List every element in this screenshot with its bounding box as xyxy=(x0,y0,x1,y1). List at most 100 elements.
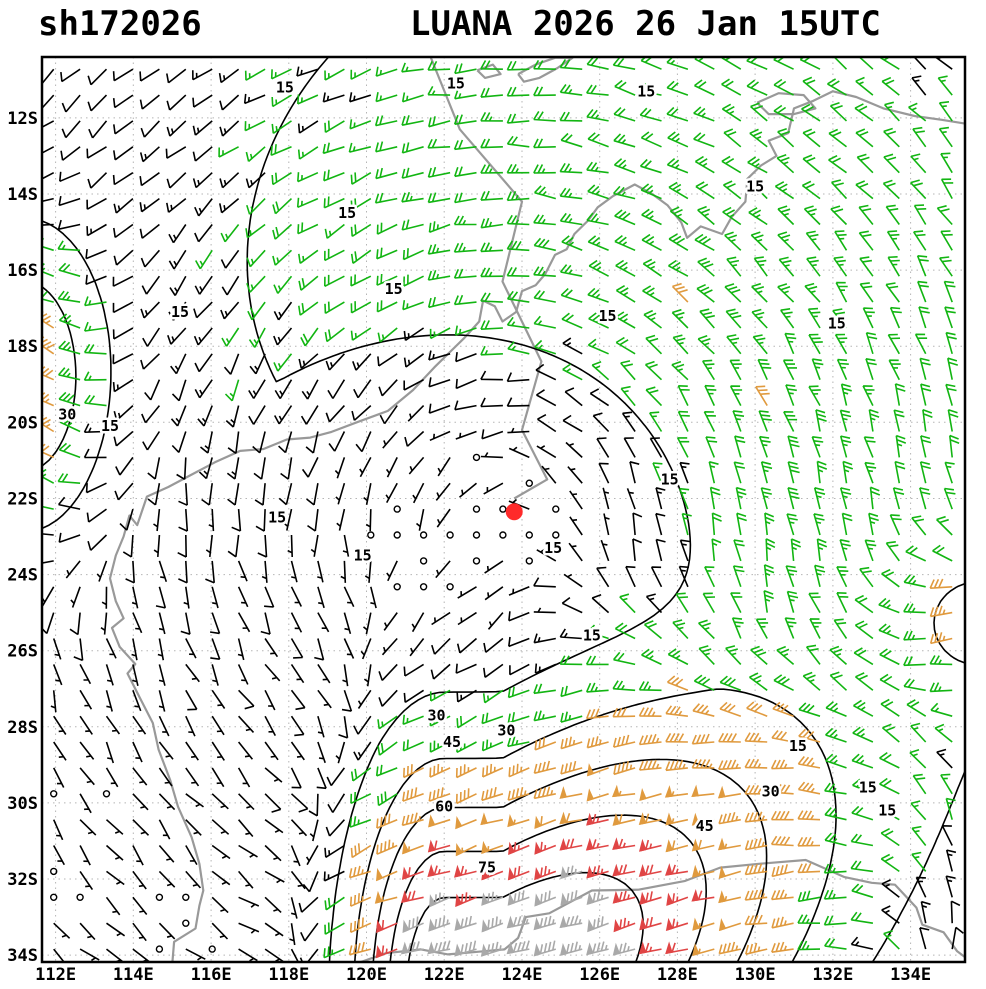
wind-barb xyxy=(431,637,451,655)
wind-barb xyxy=(70,586,81,608)
wind-barb xyxy=(506,190,530,202)
wind-barb xyxy=(139,68,160,82)
wind-barb xyxy=(763,564,775,587)
wind-barb xyxy=(140,301,160,319)
wind-barb xyxy=(533,315,556,329)
wind-barb xyxy=(895,434,907,458)
wind-barb xyxy=(614,234,636,252)
wind-barb xyxy=(113,249,134,266)
wind-barb xyxy=(778,256,795,277)
wind-barb xyxy=(883,930,900,950)
wind-barb-pennant xyxy=(480,812,488,826)
wind-barb xyxy=(480,345,503,356)
wind-barb-pennant xyxy=(481,892,489,906)
wind-barb xyxy=(219,197,240,214)
wind-barb xyxy=(353,741,372,761)
wind-barb xyxy=(589,388,610,407)
wind-barb xyxy=(603,513,610,536)
wind-barb xyxy=(883,127,900,148)
wind-barb xyxy=(508,763,530,778)
wind-barb xyxy=(375,167,398,180)
wind-barb xyxy=(480,452,503,459)
wind-barb xyxy=(508,611,530,622)
calm-circle xyxy=(155,945,164,953)
wind-barb xyxy=(804,282,821,303)
wind-barb xyxy=(226,457,240,480)
wind-barb xyxy=(833,618,848,639)
wind-barb xyxy=(88,120,108,139)
wind-barb xyxy=(678,565,689,588)
wind-barb xyxy=(264,715,277,736)
wind-barb xyxy=(370,586,377,609)
wind-barb-pennant xyxy=(692,917,700,931)
wind-barb xyxy=(703,411,716,432)
wind-barb xyxy=(194,198,213,217)
wind-barb xyxy=(639,83,662,96)
wind-barb xyxy=(455,892,477,907)
wind-barb xyxy=(885,282,900,303)
wind-barb-pennant xyxy=(612,812,621,826)
wind-barb xyxy=(403,353,425,368)
wind-barb xyxy=(52,638,62,660)
wind-barb xyxy=(323,870,345,882)
wind-barb xyxy=(58,262,81,277)
wind-barb xyxy=(786,590,799,613)
wind-barb xyxy=(824,937,847,950)
wind-barb xyxy=(412,482,425,504)
wind-barb xyxy=(122,534,134,558)
wind-barb xyxy=(868,512,879,536)
wind-barb xyxy=(910,179,927,200)
wind-barb xyxy=(829,671,848,691)
wind-barb xyxy=(638,759,662,771)
wind-barb xyxy=(185,767,200,787)
wind-barb xyxy=(770,810,794,821)
wind-barb xyxy=(85,249,107,260)
wind-barb xyxy=(829,102,848,122)
wind-barb xyxy=(484,560,504,574)
wind-barb-pennant xyxy=(612,837,620,850)
wind-barb xyxy=(480,190,503,201)
contour-label-15: 15 xyxy=(828,314,846,332)
wind-barb xyxy=(560,865,583,879)
wind-barb xyxy=(506,135,530,148)
wind-barb xyxy=(139,146,160,163)
wind-barb xyxy=(158,870,176,888)
x-tick-label: 132E xyxy=(812,965,853,985)
wind-barb xyxy=(253,457,266,480)
wind-barb xyxy=(638,681,662,692)
wind-barb xyxy=(147,483,161,506)
wind-barb xyxy=(42,171,55,180)
wind-barb xyxy=(797,914,821,924)
wind-barb xyxy=(615,285,636,303)
wind-barb xyxy=(271,94,292,108)
wind-barb xyxy=(401,167,424,179)
wind-barb xyxy=(456,689,477,703)
wind-barb xyxy=(709,486,721,510)
wind-barb xyxy=(533,214,556,226)
wind-barb xyxy=(106,922,126,937)
wind-barb xyxy=(777,127,795,148)
wind-barb xyxy=(911,825,927,846)
wind-barb xyxy=(185,948,206,961)
wind-barb xyxy=(431,611,451,626)
calm-circle xyxy=(50,893,58,901)
wind-barb-pennant xyxy=(559,837,568,851)
wind-barb xyxy=(507,341,530,355)
wind-barb xyxy=(940,773,953,795)
wind-barb xyxy=(770,889,794,901)
wind-barb xyxy=(506,267,530,277)
wind-barb-pennant xyxy=(376,919,384,934)
wind-barb xyxy=(350,172,372,185)
calm-circle xyxy=(155,893,164,901)
coastline-path xyxy=(108,90,965,962)
wind-barb xyxy=(158,560,168,583)
wind-barb xyxy=(385,457,398,478)
wind-barb xyxy=(201,483,213,506)
wind-barb-pennant xyxy=(455,842,463,857)
wind-barb xyxy=(751,179,768,200)
wind-barb xyxy=(698,645,715,665)
wind-barb-pennant xyxy=(534,893,542,907)
wind-barb xyxy=(455,351,477,363)
wind-barb xyxy=(677,385,690,406)
wind-barb xyxy=(879,803,900,821)
